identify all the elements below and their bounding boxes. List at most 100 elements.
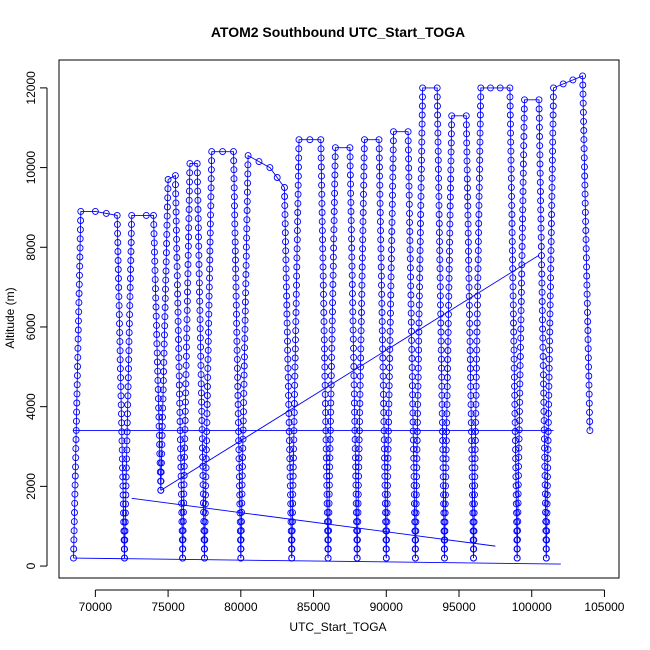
data-point [514,527,522,535]
data-point [285,437,293,445]
data-point [508,238,516,246]
data-point [407,300,415,308]
data-point [443,374,451,381]
data-point [186,160,194,168]
data-point [193,160,201,168]
data-point [347,208,355,215]
data-point [473,319,481,327]
data-point [74,344,82,352]
data-point [197,343,205,351]
data-point [412,518,420,526]
data-point [351,426,359,434]
data-point [464,238,472,246]
data-point [465,247,472,255]
data-point [355,472,363,480]
data-point [474,238,482,246]
data-point [475,174,483,182]
data-point [414,355,422,363]
data-point [290,427,298,435]
data-point [405,164,413,172]
data-point [327,417,334,425]
data-point [412,491,420,499]
data-point [206,265,214,273]
data-point [121,527,129,535]
data-point [509,283,517,291]
x-tick-label: 105000 [584,600,624,614]
data-point [238,518,245,525]
data-point [537,243,545,250]
data-point [472,373,480,381]
data-point [410,445,417,453]
data-point [413,437,421,444]
data-point [547,247,555,255]
data-point [292,290,300,298]
data-point [289,490,297,498]
data-point [244,170,252,178]
data-point [161,331,168,339]
data-point [175,336,182,343]
data-point [76,253,84,261]
data-point [407,309,415,317]
data-point [409,400,417,408]
data-point [74,363,82,370]
data-point [174,317,182,325]
data-point [117,392,125,400]
data-point [185,215,193,223]
data-point [150,221,158,229]
data-point [548,192,556,200]
data-point [351,454,359,462]
data-point [389,173,397,181]
data-point [463,148,471,156]
data-point [319,245,327,253]
data-point [443,401,451,409]
data-point [281,202,289,210]
data-point [153,321,160,329]
data-point [322,454,330,462]
data-point [75,308,83,316]
data-point [437,301,444,309]
data-point [389,164,397,172]
data-point [383,518,391,526]
data-point [292,327,300,335]
data-point [474,283,482,291]
data-point [514,481,522,489]
data-point [72,436,80,443]
data-point [116,320,123,328]
data-point [508,247,516,255]
data-point [237,554,245,562]
data-point [414,409,422,417]
data-point [542,554,550,562]
data-point [318,209,326,216]
data-point [419,93,426,101]
data-point [376,190,384,198]
data-point [158,459,165,467]
data-point [418,156,425,164]
data-point [318,218,326,226]
data-point [436,265,444,273]
data-point [417,165,425,173]
data-point [408,355,416,362]
data-point [581,199,589,207]
data-point [360,154,368,162]
data-point [416,238,424,246]
data-point [326,445,334,453]
data-point [348,244,356,252]
data-point [115,284,123,291]
data-point [412,500,420,508]
data-point [282,283,290,291]
data-point [412,509,420,517]
data-point [507,156,515,164]
data-point [384,454,392,462]
data-point [506,111,514,119]
data-point [544,437,552,444]
data-point [543,527,551,535]
data-point [239,463,246,471]
data-point [295,154,303,162]
data-point [435,183,443,191]
data-point [182,371,190,379]
data-point [242,243,250,251]
data-point [519,160,527,168]
data-point [113,220,121,228]
data-point [71,509,78,516]
data-point [539,334,547,342]
